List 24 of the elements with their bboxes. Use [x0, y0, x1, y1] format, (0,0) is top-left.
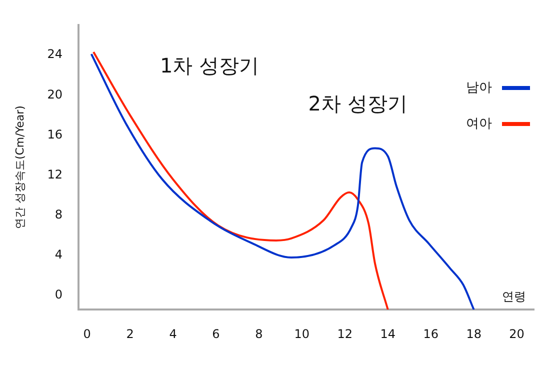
y-tick-label: 16: [47, 127, 62, 142]
y-tick-label: 12: [47, 167, 62, 182]
x-tick-label: 6: [212, 326, 220, 341]
y-tick-label: 8: [54, 208, 62, 222]
y-tick-label: 24: [47, 47, 62, 62]
y-tick-label: 0: [54, 288, 62, 302]
x-tick-label: 18: [466, 326, 482, 341]
x-tick-label: 8: [255, 326, 263, 341]
y-tick-label: 20: [47, 87, 62, 102]
x-tick-label: 14: [380, 326, 396, 341]
x-tick-label: 4: [169, 326, 177, 341]
x-tick-label: 20: [509, 326, 524, 341]
legend-label: 여아: [466, 116, 492, 132]
x-tick-label: 2: [126, 326, 134, 341]
x-tick-label: 12: [337, 326, 353, 341]
legend-label: 남아: [466, 80, 492, 96]
x-tick-label: 16: [423, 326, 438, 341]
annotation: 2차 성장기: [308, 91, 408, 116]
x-tick-label: 0: [83, 326, 91, 341]
y-axis-title: 연간 성장속도(Cm/Year): [13, 106, 26, 230]
x-axis-title: 연령: [502, 290, 526, 304]
y-tick-label: 4: [54, 248, 62, 262]
x-tick-label: 10: [294, 326, 310, 341]
annotation: 1차 성장기: [160, 53, 260, 78]
